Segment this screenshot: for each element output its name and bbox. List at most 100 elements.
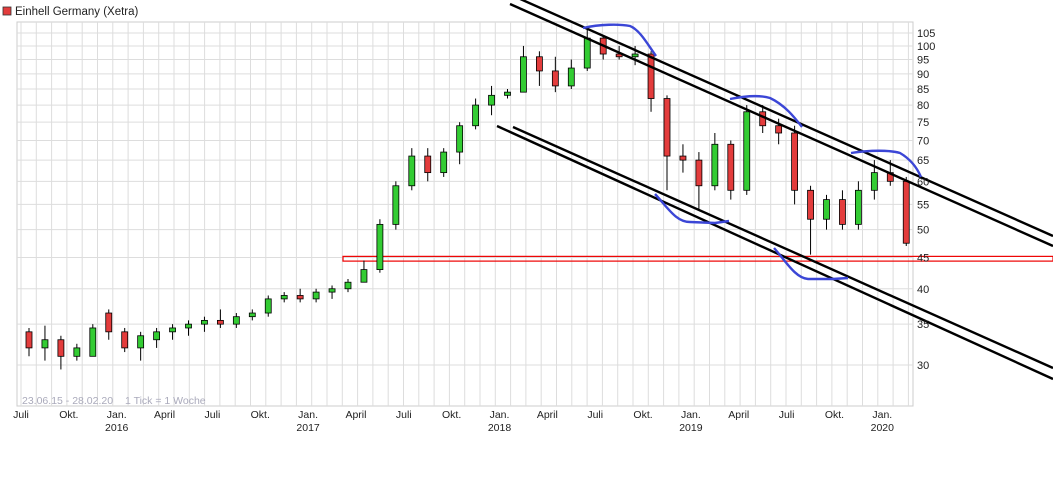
candle [57, 335, 65, 370]
x-tick-label: Juli [13, 409, 29, 421]
candle [185, 320, 192, 336]
support-zone-box [342, 255, 1053, 262]
candle [695, 152, 703, 210]
candle [823, 194, 830, 230]
candle [663, 95, 671, 191]
y-tick-label: 95 [917, 55, 929, 67]
candle [312, 288, 320, 303]
grid [16, 21, 914, 407]
candle [105, 309, 113, 340]
candle-body [902, 180, 910, 244]
x-tick-label: Juli [396, 409, 412, 421]
y-tick-label: 35 [917, 319, 929, 331]
candle [216, 309, 224, 328]
candle-body [727, 143, 735, 191]
candle [73, 343, 81, 361]
candle [360, 260, 368, 283]
y-tick-label: 30 [917, 360, 929, 372]
candle-body [216, 319, 224, 325]
candle-body [25, 331, 33, 349]
candle-body [424, 155, 432, 174]
trend-annotations [496, 0, 1053, 381]
candle [488, 85, 495, 116]
candle-body [121, 331, 129, 349]
candle-body [312, 291, 320, 300]
legend-swatch [2, 6, 12, 16]
candle [679, 144, 687, 173]
candle [153, 327, 161, 348]
candle-body [264, 298, 272, 314]
candle [743, 105, 751, 195]
candle [424, 148, 432, 182]
date-range-label: 23.06.15 - 28.02.20 [22, 395, 113, 407]
x-tick-label: Jan. [490, 409, 510, 421]
candle [296, 288, 304, 303]
candle [472, 98, 480, 130]
y-tick-label: 55 [917, 199, 929, 211]
candle [121, 327, 129, 353]
x-year-label: 2016 [105, 422, 129, 434]
candle-body [472, 104, 480, 127]
x-tick-label: Juli [587, 409, 603, 421]
candle [25, 327, 33, 357]
candle [807, 185, 814, 255]
candle-body [583, 37, 591, 69]
candle-body [855, 189, 862, 225]
upper-trendline [509, 0, 1053, 248]
candle [248, 309, 256, 321]
candle-body [870, 172, 878, 191]
support-zone [342, 255, 1053, 262]
x-year-label: 2017 [296, 422, 320, 434]
candle-body [73, 347, 81, 357]
x-tick-label: Jan. [298, 409, 318, 421]
candle-body [839, 199, 846, 225]
tick-interval-label: 1 Tick = 1 Woche [125, 395, 206, 407]
candle [456, 122, 464, 165]
y-tick-label: 40 [917, 284, 929, 296]
lower-trendline [496, 124, 1053, 381]
candle [137, 331, 145, 361]
candle-body [137, 335, 145, 349]
candle [551, 56, 559, 93]
x-tick-label: April [537, 409, 558, 421]
candle [791, 125, 798, 205]
candle [408, 148, 416, 191]
candle-body [41, 339, 49, 349]
y-tick-label: 65 [917, 155, 929, 167]
candle-body [280, 295, 288, 300]
candle [169, 324, 176, 340]
y-tick-label: 105 [917, 28, 935, 40]
candle [328, 285, 336, 299]
candle [201, 316, 208, 332]
y-tick-label: 70 [917, 135, 929, 147]
x-tick-label: Jan. [107, 409, 127, 421]
candle-body [488, 94, 495, 106]
y-tick-label: 100 [917, 41, 935, 53]
candle [839, 190, 846, 230]
candle-body [153, 331, 161, 341]
candle-body [567, 67, 575, 87]
candle [232, 313, 240, 328]
candle [392, 181, 400, 230]
candle [711, 133, 719, 191]
candle [855, 181, 862, 230]
candle-body [647, 53, 655, 99]
candle-body [328, 288, 336, 293]
candle-body [615, 53, 623, 58]
candle [567, 59, 575, 90]
candle [264, 295, 272, 317]
x-tick-label: Jan. [872, 409, 892, 421]
candle-body [807, 189, 814, 220]
candle [376, 219, 384, 273]
candle [902, 176, 910, 247]
candle-body [551, 70, 559, 87]
candle-body [392, 185, 400, 225]
candle [280, 292, 288, 303]
candle-body [169, 327, 176, 333]
x-tick-label: April [154, 409, 175, 421]
candle-body [504, 91, 511, 96]
y-tick-label: 85 [917, 84, 929, 96]
